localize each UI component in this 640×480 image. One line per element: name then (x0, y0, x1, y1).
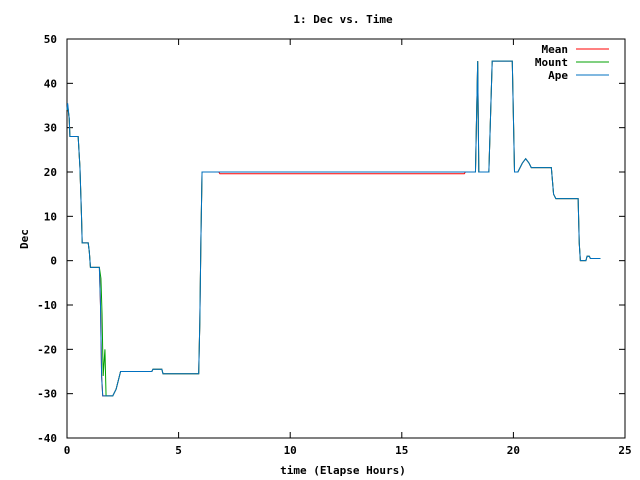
y-tick-label: -10 (37, 299, 57, 312)
legend-label-mean: Mean (542, 43, 569, 56)
x-tick-label: 5 (175, 444, 182, 457)
y-tick-label: 10 (44, 210, 57, 223)
series-lines (66, 60, 601, 397)
x-tick-label: 0 (64, 444, 71, 457)
y-tick-label: 30 (44, 122, 57, 135)
x-tick-label: 20 (507, 444, 520, 457)
series-line-ape (66, 60, 601, 397)
axis-ticks: 0 5 10 15 20 25 -40 -30 -20 -10 0 10 20 30 40 50 (37, 33, 632, 457)
y-tick-label: 40 (44, 77, 57, 90)
plot-frame (66, 38, 626, 439)
series-line-mount (66, 60, 601, 397)
x-tick-label: 15 (395, 444, 408, 457)
y-tick-label: -20 (37, 343, 57, 356)
x-tick-label: 25 (618, 444, 631, 457)
y-axis-label: Dec (18, 229, 31, 249)
y-tick-label: 0 (50, 255, 57, 268)
y-tick-label: 50 (44, 33, 57, 46)
legend-label-mount: Mount (535, 56, 568, 69)
y-tick-label: 20 (44, 166, 57, 179)
x-axis-label: time (Elapse Hours) (280, 464, 406, 477)
chart-title: 1: Dec vs. Time (293, 13, 393, 26)
y-tick-label: -30 (37, 388, 57, 401)
legend-label-ape: Ape (548, 69, 568, 82)
series-line-mean (66, 60, 601, 397)
x-tick-label: 10 (284, 444, 297, 457)
y-tick-label: -40 (37, 432, 57, 445)
